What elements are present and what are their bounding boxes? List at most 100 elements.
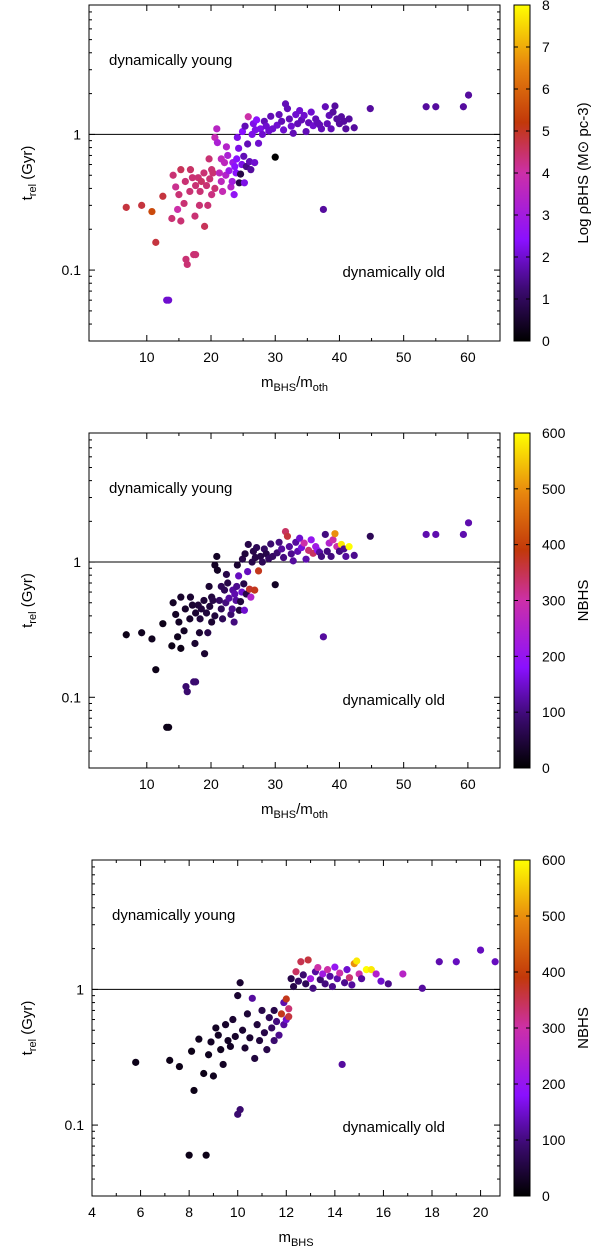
colorbar-tick-label: 500 — [542, 908, 566, 924]
colorbar-tick-label: 100 — [542, 1132, 566, 1148]
y-axis-label: trel (Gyr) — [19, 1001, 39, 1056]
data-point — [240, 179, 249, 187]
data-point — [195, 629, 204, 637]
data-point — [168, 642, 176, 650]
x-tick-label: 4 — [88, 1204, 96, 1220]
data-point — [302, 127, 310, 136]
data-point — [227, 183, 235, 191]
data-point — [329, 536, 337, 544]
data-point — [422, 530, 430, 539]
data-point — [297, 958, 305, 966]
data-point — [435, 958, 443, 966]
data-point — [268, 1024, 276, 1032]
data-point — [296, 106, 304, 115]
data-point — [323, 966, 332, 974]
data-point — [224, 151, 232, 160]
data-point — [211, 184, 219, 193]
data-point — [432, 530, 440, 539]
data-point — [241, 122, 249, 130]
data-point — [213, 566, 222, 574]
data-point — [168, 214, 176, 223]
chart-panel-2: 10 20 30 40 50 60 0.1 1 dynamically young dynamic… — [19, 425, 592, 821]
plot-frame — [91, 859, 501, 1197]
data-point — [255, 1036, 264, 1045]
x-tick-label: 6 — [137, 1204, 145, 1220]
data-point — [314, 963, 322, 972]
data-point — [191, 639, 199, 648]
data-point — [317, 552, 326, 561]
data-point — [192, 181, 200, 190]
data-point — [224, 579, 232, 587]
data-point — [254, 139, 263, 147]
data-point — [464, 91, 473, 99]
data-point — [207, 1038, 215, 1046]
data-point — [185, 1151, 193, 1159]
data-point — [192, 678, 200, 686]
data-point — [343, 966, 351, 974]
x-tick-label: 40 — [332, 776, 348, 792]
data-point — [230, 191, 238, 199]
data-point — [195, 1035, 203, 1043]
colorbar-tick-label: 200 — [542, 648, 566, 664]
data-point — [206, 602, 214, 610]
data-point — [272, 1017, 281, 1026]
data-point — [253, 543, 261, 552]
data-point — [225, 594, 233, 602]
data-point — [221, 1021, 230, 1029]
data-point — [241, 550, 249, 558]
data-point — [372, 970, 380, 978]
x-tick-label: 50 — [396, 776, 412, 792]
data-point — [159, 620, 167, 628]
data-point — [350, 124, 358, 132]
data-point — [200, 650, 209, 658]
chart-panel-3: 4 6 8 10 12 14 16 18 20 0.1 1 dynamically young dyna… — [19, 852, 592, 1249]
data-point — [233, 561, 241, 569]
data-point — [205, 155, 213, 163]
colorbar-tick-label: 200 — [542, 1076, 566, 1092]
data-point — [399, 970, 407, 978]
data-point — [357, 975, 366, 983]
data-point — [384, 980, 392, 988]
data-point — [327, 552, 335, 561]
x-axis-label: mBHS/moth — [261, 374, 328, 394]
data-point — [350, 551, 358, 559]
data-point — [319, 970, 327, 978]
data-point — [338, 1060, 346, 1069]
x-axis-label: mBHS/moth — [261, 801, 328, 821]
data-point — [202, 609, 211, 617]
data-point — [202, 1151, 210, 1159]
data-point — [190, 1086, 198, 1095]
data-point — [208, 191, 216, 199]
data-point — [327, 125, 335, 133]
data-point — [267, 540, 275, 548]
y-tick-label: 0.1 — [62, 689, 82, 705]
y-tick-label: 0.1 — [62, 262, 82, 278]
data-point — [197, 177, 205, 186]
data-point — [317, 125, 326, 133]
data-point — [192, 251, 200, 259]
data-point — [229, 1015, 237, 1024]
data-point — [186, 615, 194, 623]
data-point — [172, 183, 180, 191]
data-point — [279, 126, 288, 134]
data-point — [217, 1046, 225, 1054]
colorbar-tick-label: 600 — [542, 852, 566, 868]
data-point — [204, 1051, 213, 1059]
data-point — [278, 545, 286, 553]
x-tick-label: 10 — [230, 1204, 246, 1220]
data-point — [270, 1036, 278, 1045]
data-point — [300, 539, 308, 547]
data-point — [231, 590, 239, 598]
data-point — [316, 976, 324, 984]
x-tick-label: 18 — [424, 1204, 440, 1220]
colorbar-tick-label: 0 — [542, 333, 550, 349]
y-tick-label: 1 — [73, 554, 81, 570]
data-point — [122, 631, 130, 639]
data-point — [183, 260, 191, 269]
data-point — [345, 115, 353, 123]
data-point — [251, 1054, 259, 1063]
data-point — [204, 201, 212, 209]
data-point — [196, 615, 204, 623]
data-point — [195, 201, 204, 209]
x-tick-label: 16 — [376, 1204, 392, 1220]
